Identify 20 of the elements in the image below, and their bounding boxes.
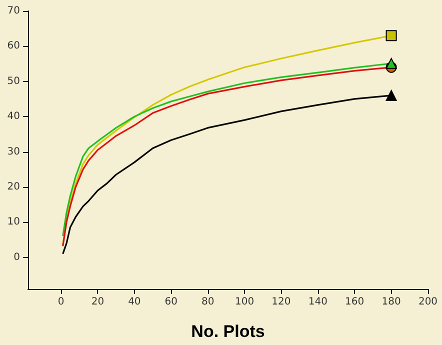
y-tick-label: 20 <box>7 181 20 192</box>
y-tick-label: 70 <box>7 6 20 16</box>
x-tick-label: 60 <box>164 296 178 308</box>
x-tick-label: 100 <box>234 296 254 308</box>
x-tick-label: 120 <box>272 296 291 308</box>
x-tick-label: 160 <box>345 296 364 308</box>
x-axis-title: No. Plots <box>191 322 265 341</box>
y-tick-label: 40 <box>7 111 20 122</box>
y-tick-label: 60 <box>7 40 20 52</box>
x-tick-label: 20 <box>91 296 104 308</box>
y-tick-label: 10 <box>7 216 20 228</box>
y-tick-label: 30 <box>7 146 20 158</box>
x-tick-label: 140 <box>308 296 328 308</box>
x-tick-label: 80 <box>201 296 214 308</box>
y-tick-label: 50 <box>7 76 20 87</box>
y-tick-label: 0 <box>14 252 20 263</box>
x-tick-label: 200 <box>418 296 438 308</box>
x-tick-label: 0 <box>58 296 64 308</box>
x-tick-label: 40 <box>128 296 141 308</box>
x-tick-label: 180 <box>382 296 401 308</box>
